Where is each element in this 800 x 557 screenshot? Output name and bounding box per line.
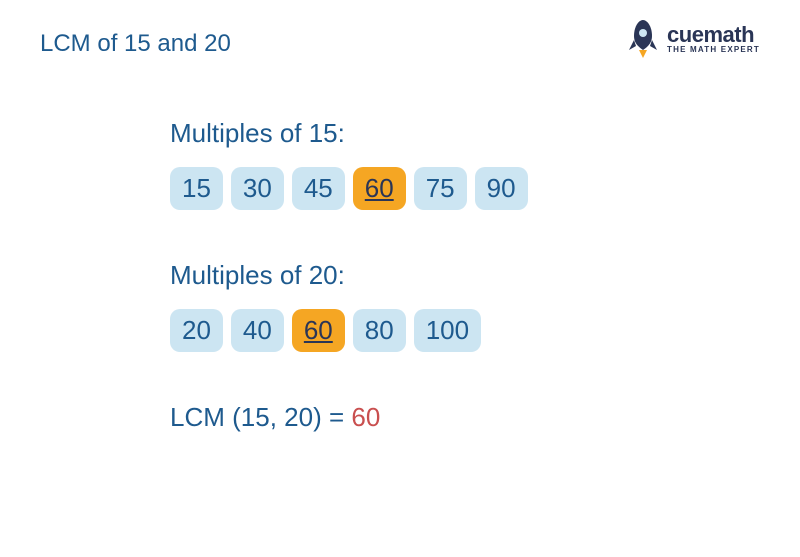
multiples-row: 153045607590 — [170, 167, 760, 210]
logo-text: cuemath THE MATH EXPERT — [667, 24, 760, 54]
section-title: Multiples of 20: — [170, 260, 760, 291]
brand-logo: cuemath THE MATH EXPERT — [625, 18, 760, 60]
multiples-of-20-section: Multiples of 20: 20406080100 — [170, 260, 760, 352]
multiple-box: 80 — [353, 309, 406, 352]
result-value: 60 — [351, 402, 380, 432]
multiple-box: 100 — [414, 309, 481, 352]
multiple-box: 15 — [170, 167, 223, 210]
multiple-box: 90 — [475, 167, 528, 210]
logo-brand: cuemath — [667, 24, 760, 46]
multiple-box: 30 — [231, 167, 284, 210]
rocket-icon — [625, 18, 661, 60]
multiples-of-15-section: Multiples of 15: 153045607590 — [170, 118, 760, 210]
multiple-box: 40 — [231, 309, 284, 352]
multiple-box-highlight: 60 — [353, 167, 406, 210]
multiple-box-highlight: 60 — [292, 309, 345, 352]
multiple-box: 20 — [170, 309, 223, 352]
logo-tagline: THE MATH EXPERT — [667, 46, 760, 54]
section-title: Multiples of 15: — [170, 118, 760, 149]
multiples-row: 20406080100 — [170, 309, 760, 352]
multiple-box: 75 — [414, 167, 467, 210]
content-area: Multiples of 15: 153045607590 Multiples … — [170, 118, 760, 433]
lcm-result: LCM (15, 20) = 60 — [170, 402, 760, 433]
multiple-box: 45 — [292, 167, 345, 210]
result-label: LCM (15, 20) = — [170, 402, 351, 432]
